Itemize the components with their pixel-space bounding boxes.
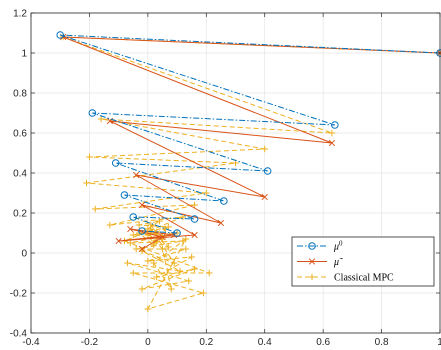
y-tick-label: 0.2 [13, 209, 27, 220]
tick-marks [30, 12, 441, 334]
data-point [124, 259, 131, 267]
data-point [147, 221, 155, 229]
data-point [202, 189, 210, 197]
data-point [190, 215, 199, 223]
legend-label-base: μ [333, 242, 339, 253]
data-point [159, 233, 166, 241]
series-line [60, 34, 441, 234]
data-point [182, 245, 190, 253]
data-point [167, 285, 175, 293]
x-tick-label: 0.8 [375, 337, 389, 348]
data-point [176, 267, 184, 275]
data-point [165, 243, 172, 251]
x-tick-label: 1 [437, 337, 441, 348]
data-point [217, 219, 225, 227]
data-point [331, 121, 339, 129]
data-point [191, 231, 198, 239]
x-tick-label: -0.4 [22, 337, 40, 348]
data-point [156, 217, 163, 225]
data-point [185, 277, 193, 285]
data-point [150, 241, 157, 249]
data-point [135, 221, 143, 229]
legend-item: Classical MPC [297, 273, 394, 284]
data-point [200, 289, 207, 297]
x-tick-label: 0 [145, 337, 151, 348]
data-point [308, 273, 316, 281]
data-point [153, 273, 160, 281]
data-point [308, 258, 316, 265]
legend-item: μ0 [297, 240, 343, 253]
data-point [83, 179, 90, 187]
data-point [263, 167, 272, 175]
legend-label: μ̃ [333, 257, 343, 268]
data-point [162, 225, 169, 233]
data-point [97, 115, 105, 123]
y-tick-label: 1 [21, 49, 27, 60]
data-point [91, 205, 99, 213]
data-point [127, 225, 134, 233]
legend-label: μ0 [333, 240, 343, 253]
series-- [56, 31, 441, 237]
data-point [132, 245, 140, 253]
data-point [127, 239, 134, 247]
data-point [191, 201, 198, 209]
y-tick-label: 0.8 [13, 89, 27, 100]
data-point [205, 269, 213, 277]
x-tick-label: 0.2 [199, 337, 213, 348]
data-point [120, 191, 129, 199]
y-tick-label: -0.2 [10, 289, 28, 300]
data-point [138, 245, 146, 253]
data-point [261, 145, 269, 153]
data-point [144, 305, 152, 313]
series-layer [56, 31, 441, 313]
data-point [144, 257, 152, 265]
data-point [173, 229, 181, 237]
y-tick-label: 0.6 [13, 129, 27, 140]
data-point [328, 129, 336, 137]
data-point [138, 201, 146, 209]
data-point [170, 259, 178, 267]
legend-label: Classical MPC [334, 273, 394, 284]
legend-label-sup: 0 [339, 240, 343, 248]
data-point [111, 159, 120, 167]
data-point [308, 242, 316, 250]
y-tick-label: 1.2 [13, 9, 27, 20]
data-point [86, 153, 93, 161]
legend-item: μ̃ [297, 257, 343, 268]
data-point [179, 237, 187, 245]
x-tick-label: 0.6 [316, 337, 330, 348]
x-tick-label: 0.4 [258, 337, 272, 348]
data-point [220, 197, 228, 205]
data-point [144, 231, 152, 239]
x-tick-label: -0.2 [81, 337, 99, 348]
y-tick-label: 0 [21, 249, 27, 260]
data-point [56, 31, 65, 39]
data-point [328, 139, 336, 147]
data-point [188, 253, 195, 261]
data-point [129, 213, 138, 221]
y-tick-label: -0.4 [10, 329, 28, 340]
data-point [115, 237, 122, 245]
data-point [138, 285, 146, 293]
series-line [62, 36, 441, 310]
data-point [133, 171, 140, 179]
data-point [106, 221, 114, 229]
data-point [261, 193, 268, 201]
data-point [129, 231, 137, 239]
data-point [138, 227, 146, 235]
y-tick-label: 0.4 [13, 169, 27, 180]
tick-labels: -0.4 -0.2 0 0.2 0.4 0.6 0.8 1 -0.4 -0.2 0 0.2 0.4 0.6… [10, 9, 441, 349]
data-point [191, 265, 198, 273]
legend: μ0 μ̃ Classical MPC [291, 236, 435, 287]
data-point [129, 269, 137, 277]
data-point [88, 109, 97, 117]
